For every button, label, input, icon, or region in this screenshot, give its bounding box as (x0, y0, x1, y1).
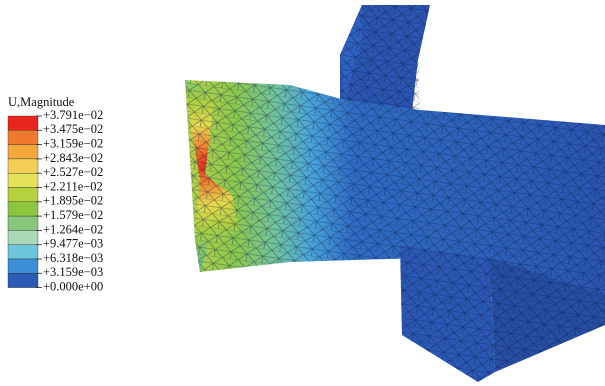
legend-band (8, 188, 38, 202)
legend-band (8, 202, 38, 216)
legend-band (8, 216, 38, 230)
legend-label: +3.475e−02 (43, 122, 103, 136)
legend-label: +3.159e−02 (43, 136, 103, 150)
legend-label: +6.318e−03 (43, 251, 103, 265)
legend-band (8, 230, 38, 244)
legend-label: +2.527e−02 (43, 165, 103, 179)
legend-label: +0.000e+00 (43, 279, 103, 293)
legend-band (8, 273, 38, 287)
legend-band (8, 145, 38, 159)
legend-band (8, 130, 38, 144)
model (185, 5, 605, 382)
legend-label: +3.791e−02 (43, 108, 103, 122)
legend-label: +1.264e−02 (43, 222, 103, 236)
legend-band (8, 116, 38, 130)
legend-title: U,Magnitude (8, 95, 75, 109)
legend-label: +2.843e−02 (43, 151, 103, 165)
legend-band (8, 245, 38, 259)
contour-plot: U,Magnitude +3.791e−02+3.475e−02+3.159e−… (0, 0, 605, 386)
legend-band (8, 259, 38, 273)
legend-label: +1.579e−02 (43, 208, 103, 222)
legend-band (8, 159, 38, 173)
mesh-overlay (185, 5, 605, 382)
legend-label: +2.211e−02 (43, 179, 103, 193)
legend-label: +9.477e−03 (43, 237, 103, 251)
legend: U,Magnitude +3.791e−02+3.475e−02+3.159e−… (8, 95, 103, 294)
legend-label: +1.895e−02 (43, 194, 103, 208)
legend-label: +3.159e−03 (43, 265, 103, 279)
legend-band (8, 173, 38, 187)
